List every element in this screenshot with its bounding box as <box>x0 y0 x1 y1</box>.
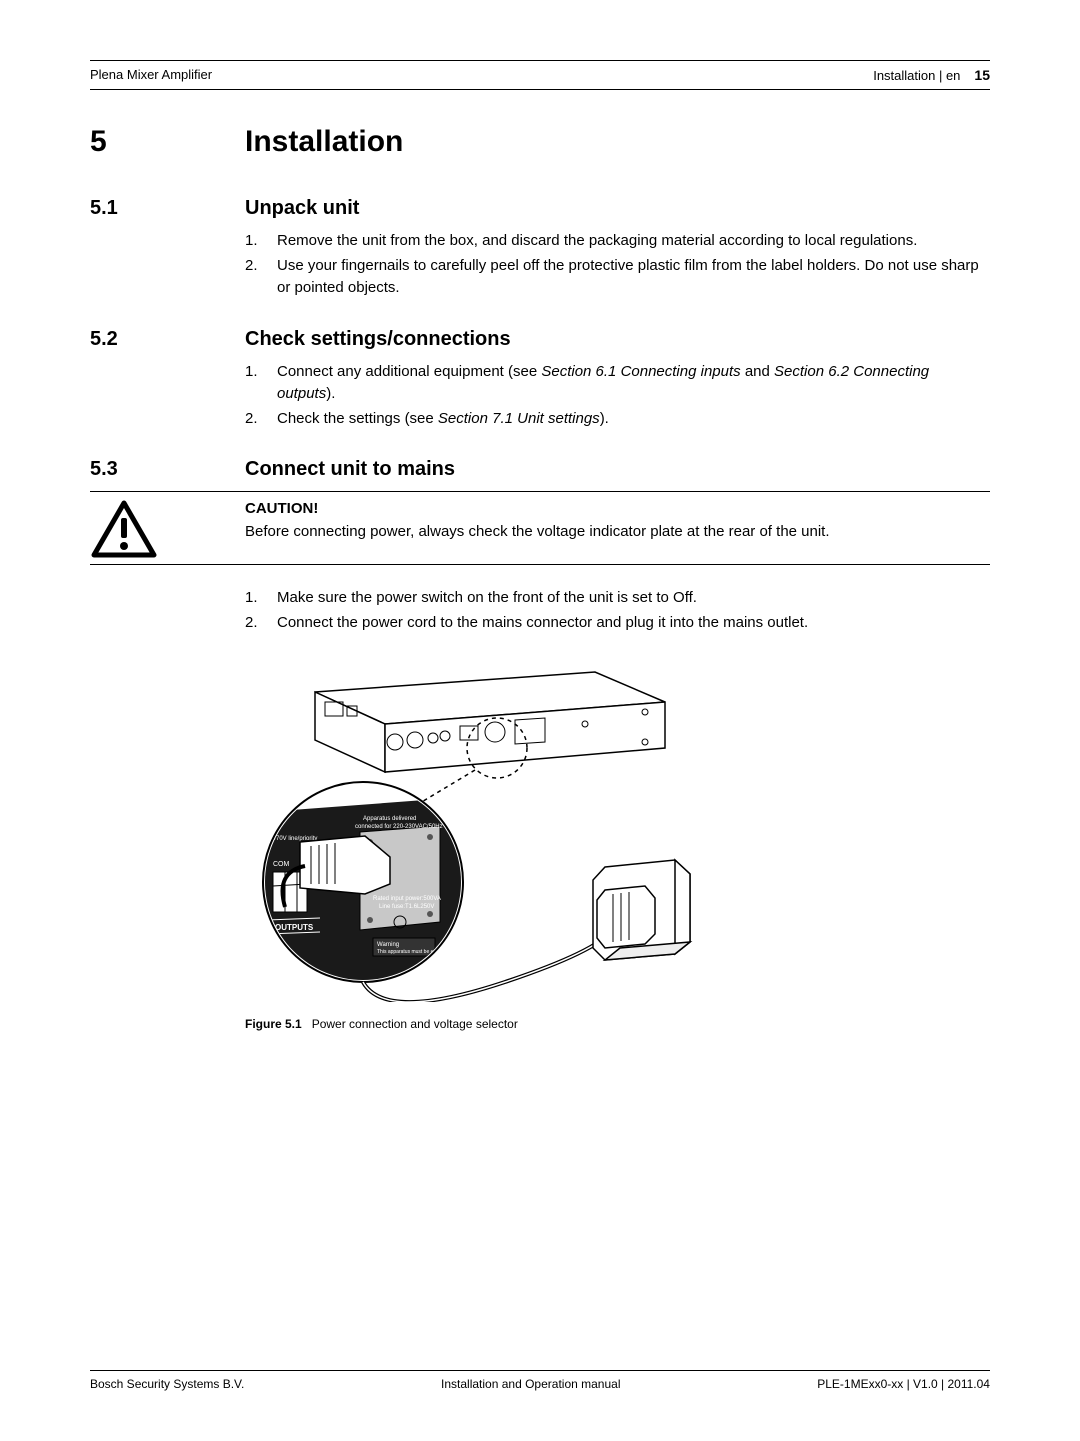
caution-box: CAUTION! Before connecting power, always… <box>90 491 990 565</box>
section-5-heading: 5 Installation <box>90 125 990 159</box>
figure-caption-text: Power connection and voltage selector <box>312 1017 518 1031</box>
caution-body: Before connecting power, always check th… <box>245 521 830 544</box>
header-right-text: Installation | en <box>873 68 960 83</box>
list-text: Connect any additional equipment (see Se… <box>277 361 990 406</box>
page-number: 15 <box>974 67 990 83</box>
list-item: 1. Remove the unit from the box, and dis… <box>245 230 990 253</box>
caution-label: CAUTION! <box>245 498 830 521</box>
list-item: 1. Make sure the power switch on the fro… <box>245 587 990 610</box>
header-top-rule <box>90 60 990 61</box>
section-5-2-content: 1. Connect any additional equipment (see… <box>245 361 990 431</box>
list-item: 2. Connect the power cord to the mains c… <box>245 612 990 635</box>
svg-text:connected for 220-230VAC/50Hz: connected for 220-230VAC/50Hz <box>355 824 443 830</box>
list-number: 1. <box>245 230 277 253</box>
section-5-1-heading: 5.1 Unpack unit <box>90 197 990 220</box>
section-5-2-title: Check settings/connections <box>245 328 511 351</box>
section-5-number: 5 <box>90 125 245 159</box>
list-item: 2. Use your fingernails to carefully pee… <box>245 255 990 300</box>
footer-right: PLE-1MExx0-xx | V1.0 | 2011.04 <box>817 1377 990 1391</box>
list-number: 1. <box>245 361 277 406</box>
warning-icon <box>90 498 245 558</box>
list-number: 2. <box>245 612 277 635</box>
section-5-2-number: 5.2 <box>90 328 245 351</box>
section-5-title: Installation <box>245 125 403 159</box>
svg-text:Rated input power:500VA: Rated input power:500VA <box>373 896 441 902</box>
svg-text:Warning: Warning <box>377 942 399 948</box>
section-5-2-heading: 5.2 Check settings/connections <box>90 328 990 351</box>
list-text: Connect the power cord to the mains conn… <box>277 612 808 635</box>
footer-center: Installation and Operation manual <box>441 1377 620 1391</box>
caution-text: CAUTION! Before connecting power, always… <box>245 498 830 543</box>
header-right: Installation | en 15 <box>873 67 990 83</box>
list-number: 1. <box>245 587 277 610</box>
list-number: 2. <box>245 255 277 300</box>
section-5-1-content: 1. Remove the unit from the box, and dis… <box>245 230 990 300</box>
figure-label: Figure 5.1 <box>245 1017 302 1031</box>
list-text: Check the settings (see Section 7.1 Unit… <box>277 408 609 431</box>
section-5-3-title: Connect unit to mains <box>245 458 455 481</box>
section-5-1-title: Unpack unit <box>245 197 359 220</box>
svg-text:Apparatus delivered: Apparatus delivered <box>363 816 416 822</box>
svg-text:OUTPUTS: OUTPUTS <box>275 923 314 932</box>
section-5-3-heading: 5.3 Connect unit to mains <box>90 458 990 481</box>
section-5-1-number: 5.1 <box>90 197 245 220</box>
svg-text:COM: COM <box>273 861 290 868</box>
list-item: 2. Check the settings (see Section 7.1 U… <box>245 408 990 431</box>
section-5-3-content: 1. Make sure the power switch on the fro… <box>245 587 990 634</box>
list-text: Make sure the power switch on the front … <box>277 587 697 610</box>
power-connection-diagram: Apparatus delivered connected for 220-23… <box>245 662 715 1002</box>
footer-rule <box>90 1370 990 1371</box>
figure-5-1: Apparatus delivered connected for 220-23… <box>245 662 990 1031</box>
footer-left: Bosch Security Systems B.V. <box>90 1377 244 1391</box>
list-number: 2. <box>245 408 277 431</box>
header-left: Plena Mixer Amplifier <box>90 67 212 83</box>
figure-caption: Figure 5.1 Power connection and voltage … <box>245 1017 990 1031</box>
page-header: Plena Mixer Amplifier Installation | en … <box>90 67 990 90</box>
list-item: 1. Connect any additional equipment (see… <box>245 361 990 406</box>
list-text: Use your fingernails to carefully peel o… <box>277 255 990 300</box>
page-footer: Bosch Security Systems B.V. Installation… <box>90 1370 990 1391</box>
section-5-3-number: 5.3 <box>90 458 245 481</box>
svg-text:Line fuse:T1.6L250V: Line fuse:T1.6L250V <box>379 904 434 910</box>
list-text: Remove the unit from the box, and discar… <box>277 230 917 253</box>
